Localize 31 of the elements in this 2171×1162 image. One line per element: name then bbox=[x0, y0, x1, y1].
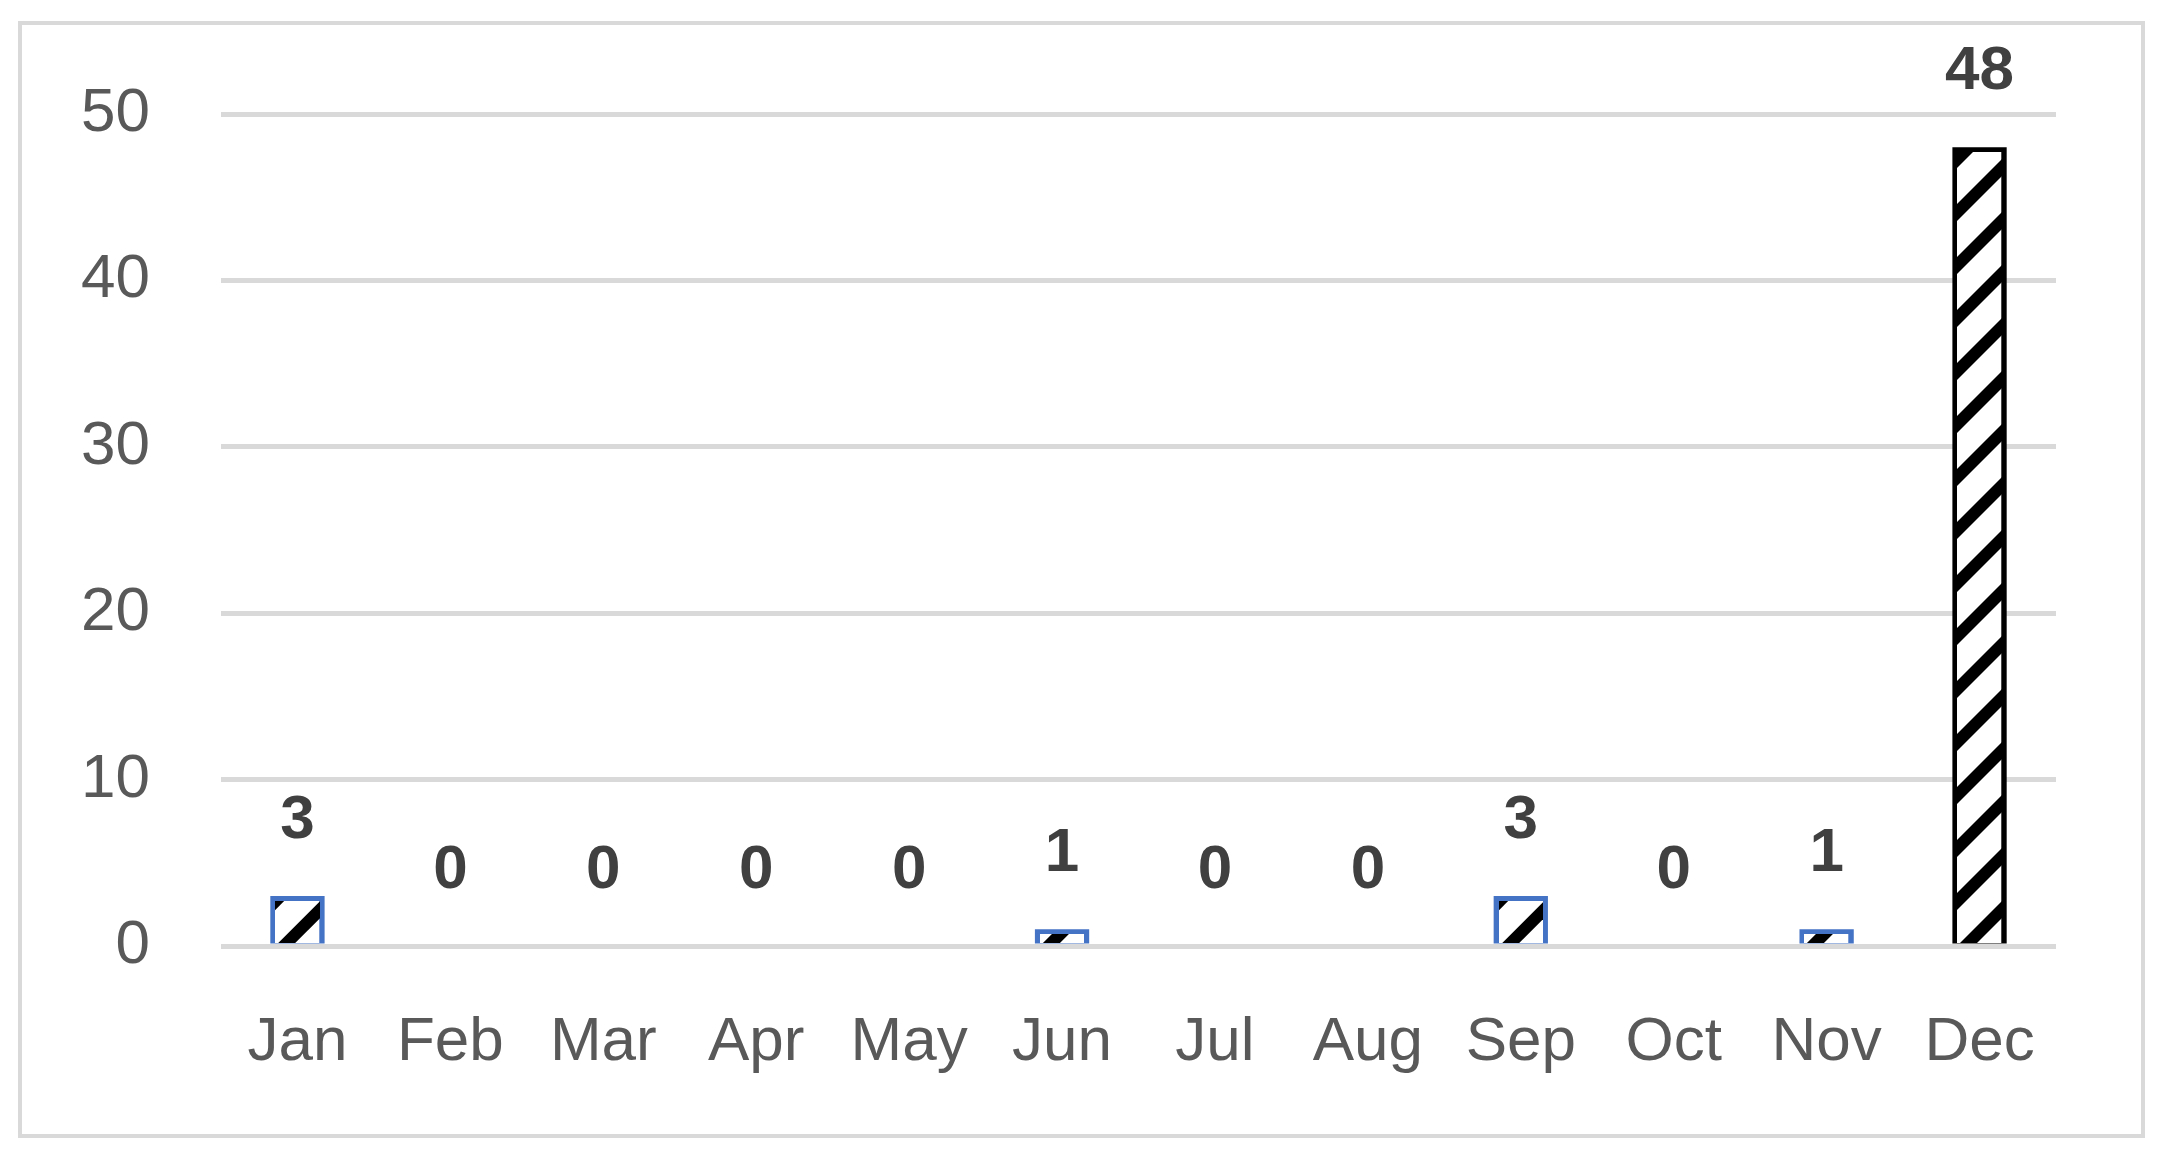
data-label: 0 bbox=[1656, 832, 1691, 901]
data-label: 0 bbox=[891, 832, 927, 901]
data-label: 0 bbox=[586, 832, 621, 901]
x-tick-label: Jan bbox=[247, 1004, 348, 1074]
x-tick-label: Aug bbox=[1312, 1004, 1424, 1074]
data-label: 0 bbox=[1197, 832, 1233, 901]
x-tick-label: Oct bbox=[1625, 1004, 1722, 1074]
data-label: 48 bbox=[1945, 33, 2015, 103]
data-label: 1 bbox=[1809, 815, 1844, 885]
x-tick-label: Apr bbox=[707, 1004, 805, 1074]
x-tick-label: Feb bbox=[396, 1004, 504, 1074]
data-label: 0 bbox=[738, 832, 774, 901]
x-tick-label: Nov bbox=[1771, 1004, 1882, 1074]
x-tick-label: Sep bbox=[1465, 1004, 1576, 1074]
y-tick-label: 30 bbox=[81, 407, 150, 477]
y-tick-label: 0 bbox=[115, 907, 150, 977]
chart-frame: Jan Feb Mar Apr May Jun Jul Aug Sep Oct Nov Dec 0 10 20 30 40 50 3 0 0 0 0 1 0 0 3 0 1 48 bbox=[18, 21, 2145, 1138]
x-tick-label: Jul bbox=[1175, 1004, 1255, 1074]
data-label: 1 bbox=[1044, 815, 1080, 885]
data-label: 3 bbox=[280, 782, 315, 852]
data-label: 0 bbox=[433, 832, 468, 901]
y-tick-label: 50 bbox=[81, 75, 150, 145]
data-label: 3 bbox=[1503, 782, 1539, 852]
y-tick-label: 10 bbox=[81, 740, 150, 810]
data-label: 0 bbox=[1350, 832, 1386, 901]
y-tick-label: 40 bbox=[81, 241, 150, 311]
x-tick-label: May bbox=[850, 1004, 968, 1074]
y-tick-label: 20 bbox=[81, 574, 150, 644]
x-tick-label: Dec bbox=[1924, 1004, 2035, 1074]
x-tick-label: Mar bbox=[549, 1004, 657, 1074]
x-tick-label: Jun bbox=[1012, 1004, 1113, 1074]
